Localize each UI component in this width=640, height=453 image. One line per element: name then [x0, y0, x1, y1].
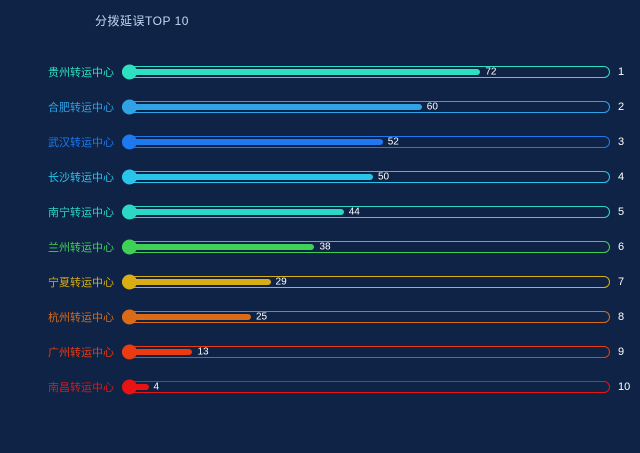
category-label: 合肥转运中心	[48, 101, 114, 114]
bar-dot	[122, 344, 137, 359]
bar-track	[122, 345, 610, 358]
chart-title: 分拨延误TOP 10	[95, 14, 189, 28]
category-label: 广州转运中心	[48, 346, 114, 359]
bar-fill	[129, 68, 481, 75]
bar-fill	[129, 243, 315, 250]
bar-dot	[122, 274, 137, 289]
rank-label: 4	[618, 170, 625, 183]
rank-label: 9	[618, 345, 625, 358]
bar-area: 29	[122, 264, 610, 299]
bar-area: 13	[122, 334, 610, 369]
bar-area: 72	[122, 54, 610, 89]
bar-dot	[122, 239, 137, 254]
value-label: 4	[153, 381, 160, 392]
chart-row: 杭州转运中心 25 8	[0, 299, 640, 334]
chart-row: 宁夏转运中心 29 7	[0, 264, 640, 299]
rank-label: 2	[618, 100, 625, 113]
bar-fill	[129, 103, 422, 110]
rank-label: 8	[618, 310, 625, 323]
bar-fill	[129, 348, 193, 355]
category-label: 南宁转运中心	[48, 206, 114, 219]
bar-dot	[122, 204, 137, 219]
bar-area: 60	[122, 89, 610, 124]
chart-row: 合肥转运中心 60 2	[0, 89, 640, 124]
category-label: 宁夏转运中心	[48, 276, 114, 289]
value-label: 38	[319, 241, 331, 252]
bar-area: 25	[122, 299, 610, 334]
category-label: 兰州转运中心	[48, 241, 114, 254]
rank-label: 5	[618, 205, 625, 218]
chart-row: 广州转运中心 13 9	[0, 334, 640, 369]
chart-row: 贵州转运中心 72 1	[0, 54, 640, 89]
category-label: 南昌转运中心	[48, 381, 114, 394]
rank-label: 7	[618, 275, 625, 288]
chart-row: 南昌转运中心 4 10	[0, 369, 640, 404]
rank-label: 10	[618, 380, 631, 393]
bar-dot	[122, 169, 137, 184]
bar-area: 50	[122, 159, 610, 194]
bar-dot	[122, 379, 137, 394]
bar-fill	[129, 138, 383, 145]
category-label: 杭州转运中心	[48, 311, 114, 324]
chart-row: 武汉转运中心 52 3	[0, 124, 640, 159]
bar-fill	[129, 313, 251, 320]
bar-track	[122, 380, 610, 393]
bar-dot	[122, 99, 137, 114]
value-label: 29	[275, 276, 287, 287]
bar-fill	[129, 173, 373, 180]
chart-row: 南宁转运中心 44 5	[0, 194, 640, 229]
bar-dot	[122, 134, 137, 149]
value-label: 25	[256, 311, 268, 322]
bar-fill	[129, 278, 271, 285]
bar-area: 44	[122, 194, 610, 229]
chart-row: 兰州转运中心 38 6	[0, 229, 640, 264]
value-label: 60	[426, 101, 438, 112]
category-label: 贵州转运中心	[48, 66, 114, 79]
bar-fill	[129, 383, 149, 390]
rank-label: 1	[618, 65, 625, 78]
bar-area: 52	[122, 124, 610, 159]
chart-row: 长沙转运中心 50 4	[0, 159, 640, 194]
bar-dot	[122, 64, 137, 79]
value-label: 72	[485, 66, 497, 77]
rank-label: 6	[618, 240, 625, 253]
value-label: 52	[387, 136, 399, 147]
bar-dot	[122, 309, 137, 324]
value-label: 50	[378, 171, 390, 182]
rank-label: 3	[618, 135, 625, 148]
chart-rows: 贵州转运中心 72 1 合肥转运中心 60 2 武汉转运中心	[0, 54, 640, 404]
bar-area: 38	[122, 229, 610, 264]
bar-fill	[129, 208, 344, 215]
bar-area: 4	[122, 369, 610, 404]
category-label: 武汉转运中心	[48, 136, 114, 149]
category-label: 长沙转运中心	[48, 171, 114, 184]
value-label: 44	[348, 206, 360, 217]
value-label: 13	[197, 346, 209, 357]
